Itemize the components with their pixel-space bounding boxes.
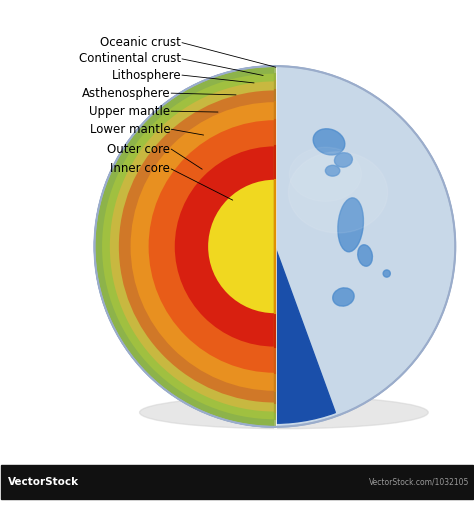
Ellipse shape bbox=[139, 396, 428, 429]
Bar bbox=[0, 464, 474, 499]
Text: Continental crust: Continental crust bbox=[79, 53, 181, 65]
Wedge shape bbox=[110, 81, 275, 411]
Wedge shape bbox=[175, 146, 275, 346]
Ellipse shape bbox=[358, 245, 373, 266]
Text: Lower mantle: Lower mantle bbox=[90, 123, 170, 136]
Ellipse shape bbox=[157, 272, 183, 311]
Wedge shape bbox=[98, 216, 275, 335]
Ellipse shape bbox=[383, 270, 390, 277]
Ellipse shape bbox=[338, 198, 364, 252]
Wedge shape bbox=[119, 90, 275, 403]
Ellipse shape bbox=[333, 288, 354, 306]
Ellipse shape bbox=[152, 201, 174, 237]
Text: Asthenosphere: Asthenosphere bbox=[82, 87, 170, 100]
Ellipse shape bbox=[288, 152, 388, 233]
Wedge shape bbox=[94, 66, 275, 427]
Ellipse shape bbox=[335, 153, 352, 167]
Wedge shape bbox=[102, 74, 275, 420]
Ellipse shape bbox=[325, 165, 340, 176]
Text: Inner core: Inner core bbox=[110, 162, 170, 175]
Text: Lithosphere: Lithosphere bbox=[111, 68, 181, 82]
Wedge shape bbox=[208, 180, 275, 313]
Text: VectorStock.com/1032105: VectorStock.com/1032105 bbox=[369, 477, 470, 486]
Text: VectorStock: VectorStock bbox=[8, 477, 79, 487]
Text: Outer core: Outer core bbox=[107, 143, 170, 155]
Ellipse shape bbox=[289, 147, 362, 201]
Wedge shape bbox=[275, 66, 455, 427]
Text: Oceanic crust: Oceanic crust bbox=[100, 36, 181, 49]
Wedge shape bbox=[109, 246, 335, 423]
Wedge shape bbox=[130, 102, 275, 391]
Wedge shape bbox=[94, 66, 275, 427]
Wedge shape bbox=[149, 120, 275, 373]
Ellipse shape bbox=[313, 129, 345, 155]
Text: Upper mantle: Upper mantle bbox=[89, 105, 170, 118]
